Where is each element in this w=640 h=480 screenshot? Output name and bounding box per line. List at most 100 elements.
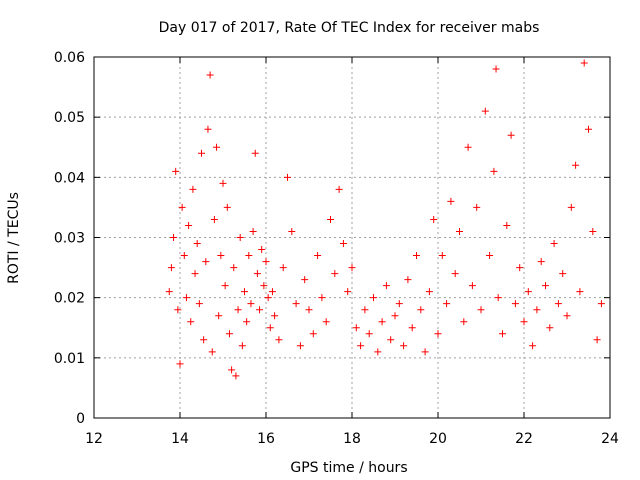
data-point (451, 270, 459, 278)
data-point (352, 324, 360, 332)
data-point (172, 167, 180, 175)
data-point (490, 167, 498, 175)
axes (93, 56, 611, 419)
y-tick-label: 0.01 (54, 351, 85, 367)
data-point (251, 149, 259, 157)
data-point (546, 324, 554, 332)
y-tick-label: 0.02 (54, 291, 85, 307)
data-point (260, 282, 268, 290)
data-point (284, 173, 291, 181)
data-point (309, 330, 317, 338)
data-point (318, 294, 326, 302)
x-tick-label: 12 (85, 431, 103, 447)
x-tick-label: 24 (601, 431, 619, 447)
chart-title: Day 017 of 2017, Rate Of TEC Index for r… (159, 20, 540, 36)
data-point (165, 288, 173, 296)
data-point (473, 203, 481, 211)
x-tick-label: 14 (171, 431, 189, 447)
data-point (492, 65, 500, 73)
data-point (327, 215, 334, 223)
x-tick-label: 18 (343, 431, 361, 447)
data-point (593, 336, 601, 344)
data-point (230, 264, 238, 272)
data-point (180, 252, 188, 260)
data-point (477, 306, 485, 314)
data-point (232, 372, 240, 380)
data-point (400, 342, 408, 350)
tick-labels: 0 0.01 0.02 0.03 0.04 0.05 0.06 12 14 16 18 20 22 24 (54, 50, 619, 447)
data-point (208, 348, 216, 356)
data-point (503, 221, 511, 229)
data-point (204, 125, 212, 133)
data-point (301, 276, 309, 284)
data-point (236, 234, 244, 241)
data-point (516, 264, 524, 272)
data-point (238, 342, 246, 350)
x-tick-label: 20 (429, 431, 447, 447)
data-point (494, 294, 502, 302)
data-point (217, 252, 225, 260)
data-point (339, 240, 347, 248)
data-point (322, 318, 330, 326)
data-point (585, 125, 592, 133)
data-point (331, 270, 339, 278)
data-point (178, 203, 186, 211)
data-point (288, 227, 296, 235)
data-point (554, 300, 562, 308)
data-point (567, 203, 575, 211)
data-point (213, 143, 221, 151)
data-point (520, 318, 528, 326)
data-point (507, 131, 515, 139)
data-point (542, 282, 549, 290)
data-point (264, 294, 272, 302)
data-point (550, 240, 558, 248)
data-point (187, 318, 195, 326)
data-point (195, 300, 203, 308)
data-point (391, 312, 399, 320)
data-point (434, 330, 442, 338)
data-point (228, 366, 236, 374)
data-point (425, 288, 433, 296)
data-point (387, 336, 395, 344)
y-tick-label: 0.03 (54, 231, 85, 247)
data-point (421, 348, 429, 356)
data-point (170, 234, 178, 241)
data-point (378, 318, 386, 326)
data-point (253, 270, 261, 278)
data-point (258, 246, 266, 254)
data-point (191, 270, 199, 278)
data-point (202, 258, 210, 266)
data-point (563, 312, 571, 320)
data-point (266, 324, 274, 332)
data-point (241, 288, 248, 296)
data-point (262, 258, 270, 266)
data-point (576, 288, 584, 296)
data-point (292, 300, 300, 308)
data-point (219, 179, 227, 187)
data-point (176, 360, 184, 368)
data-point (206, 71, 214, 79)
y-axis-label: ROTI / TECUs (6, 192, 22, 284)
data-point (167, 264, 175, 272)
data-point (404, 276, 412, 284)
data-point (529, 342, 537, 350)
data-point (271, 312, 279, 320)
data-point (408, 324, 416, 332)
y-tick-label: 0 (76, 411, 85, 427)
data-point (296, 342, 304, 350)
data-point (572, 161, 580, 169)
data-point (210, 215, 218, 223)
data-point (361, 306, 369, 314)
data-point (456, 227, 463, 235)
data-point (305, 306, 313, 314)
data-point (597, 300, 605, 308)
data-point (537, 258, 545, 266)
data-point (460, 318, 468, 326)
data-point (225, 330, 233, 338)
data-point (464, 143, 472, 151)
data-point (189, 185, 197, 193)
data-point (533, 306, 541, 314)
data-point (185, 221, 193, 229)
data-point (348, 264, 356, 272)
